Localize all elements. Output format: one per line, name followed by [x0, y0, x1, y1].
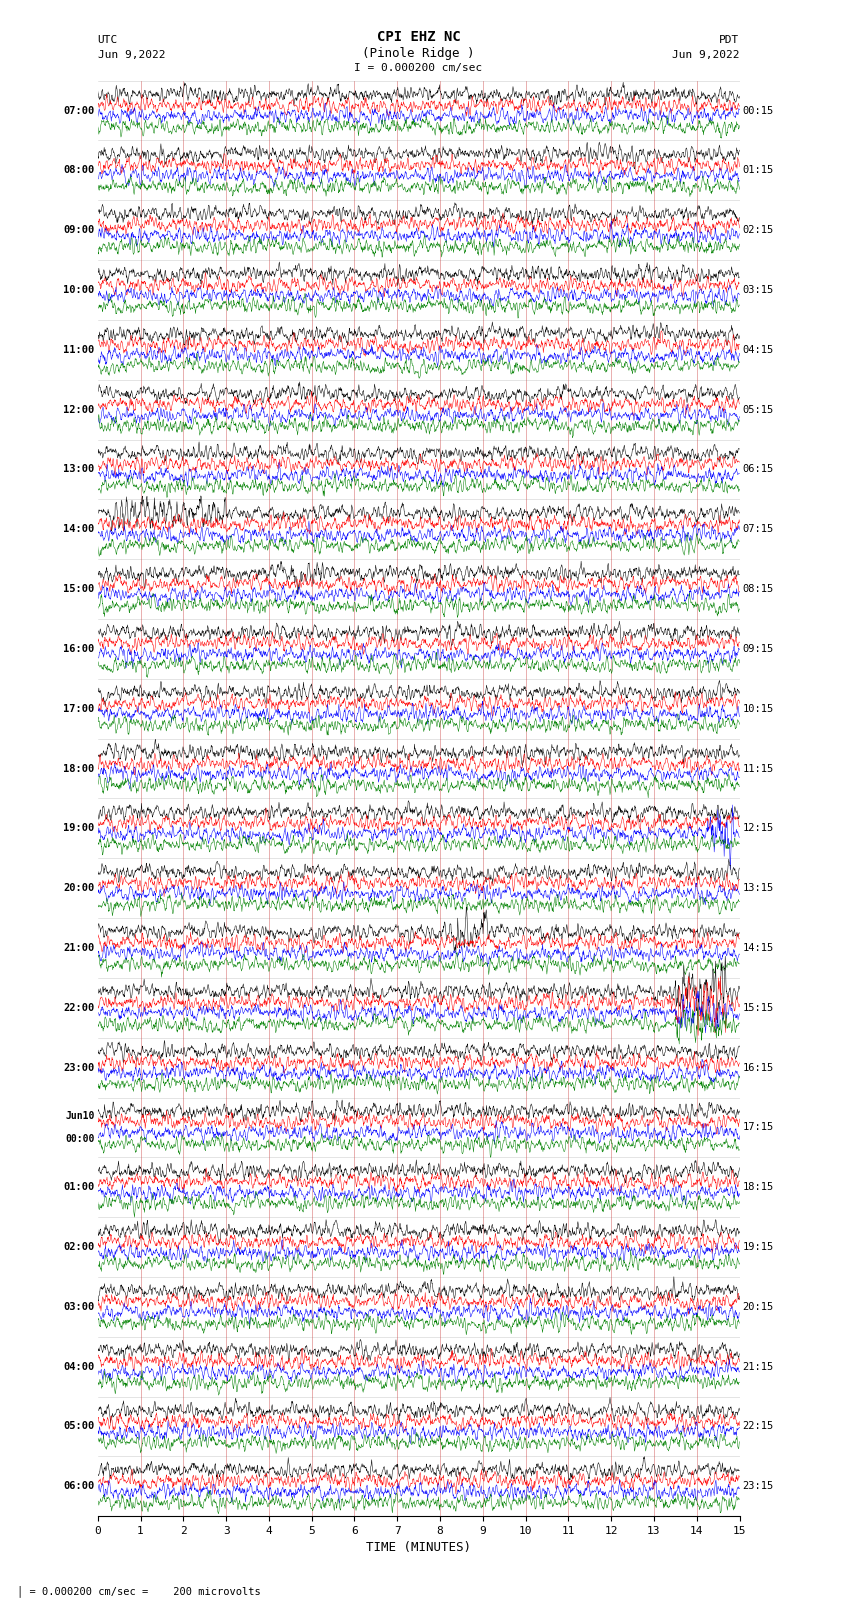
Text: 07:15: 07:15 [743, 524, 774, 534]
Text: 22:15: 22:15 [743, 1421, 774, 1431]
Text: 03:15: 03:15 [743, 286, 774, 295]
Text: 14:00: 14:00 [63, 524, 94, 534]
Text: 06:00: 06:00 [63, 1481, 94, 1492]
Text: │ = 0.000200 cm/sec =    200 microvolts: │ = 0.000200 cm/sec = 200 microvolts [17, 1586, 261, 1597]
Text: 15:15: 15:15 [743, 1003, 774, 1013]
Text: 16:15: 16:15 [743, 1063, 774, 1073]
Text: 18:15: 18:15 [743, 1182, 774, 1192]
Text: 08:00: 08:00 [63, 166, 94, 176]
Text: 21:00: 21:00 [63, 944, 94, 953]
Text: 04:15: 04:15 [743, 345, 774, 355]
Text: 12:00: 12:00 [63, 405, 94, 415]
Text: 03:00: 03:00 [63, 1302, 94, 1311]
Text: 00:15: 00:15 [743, 105, 774, 116]
Text: 11:00: 11:00 [63, 345, 94, 355]
Text: I = 0.000200 cm/sec: I = 0.000200 cm/sec [354, 63, 483, 73]
Text: 08:15: 08:15 [743, 584, 774, 594]
Text: 19:15: 19:15 [743, 1242, 774, 1252]
Text: 05:00: 05:00 [63, 1421, 94, 1431]
Text: 01:00: 01:00 [63, 1182, 94, 1192]
Text: 02:00: 02:00 [63, 1242, 94, 1252]
Text: 01:15: 01:15 [743, 166, 774, 176]
Text: 23:00: 23:00 [63, 1063, 94, 1073]
Text: 15:00: 15:00 [63, 584, 94, 594]
Text: 09:00: 09:00 [63, 226, 94, 235]
Text: 07:00: 07:00 [63, 105, 94, 116]
Text: 00:00: 00:00 [65, 1134, 94, 1144]
Text: PDT: PDT [719, 35, 740, 45]
Text: 20:15: 20:15 [743, 1302, 774, 1311]
Text: UTC: UTC [98, 35, 118, 45]
Text: 09:15: 09:15 [743, 644, 774, 653]
Text: 22:00: 22:00 [63, 1003, 94, 1013]
Text: 19:00: 19:00 [63, 823, 94, 834]
Text: 13:00: 13:00 [63, 465, 94, 474]
Text: 14:15: 14:15 [743, 944, 774, 953]
Text: 23:15: 23:15 [743, 1481, 774, 1492]
Text: Jun10: Jun10 [65, 1111, 94, 1121]
Text: 12:15: 12:15 [743, 823, 774, 834]
Text: 13:15: 13:15 [743, 884, 774, 894]
Text: 06:15: 06:15 [743, 465, 774, 474]
Text: 10:15: 10:15 [743, 703, 774, 713]
Text: 05:15: 05:15 [743, 405, 774, 415]
Text: 10:00: 10:00 [63, 286, 94, 295]
Text: (Pinole Ridge ): (Pinole Ridge ) [362, 47, 475, 60]
Text: 17:00: 17:00 [63, 703, 94, 713]
Text: Jun 9,2022: Jun 9,2022 [672, 50, 740, 60]
Text: 02:15: 02:15 [743, 226, 774, 235]
Text: Jun 9,2022: Jun 9,2022 [98, 50, 165, 60]
Text: 18:00: 18:00 [63, 763, 94, 774]
Text: 21:15: 21:15 [743, 1361, 774, 1371]
Text: 16:00: 16:00 [63, 644, 94, 653]
Text: 20:00: 20:00 [63, 884, 94, 894]
Text: 04:00: 04:00 [63, 1361, 94, 1371]
X-axis label: TIME (MINUTES): TIME (MINUTES) [366, 1542, 471, 1555]
Text: 11:15: 11:15 [743, 763, 774, 774]
Text: 17:15: 17:15 [743, 1123, 774, 1132]
Text: CPI EHZ NC: CPI EHZ NC [377, 29, 461, 44]
